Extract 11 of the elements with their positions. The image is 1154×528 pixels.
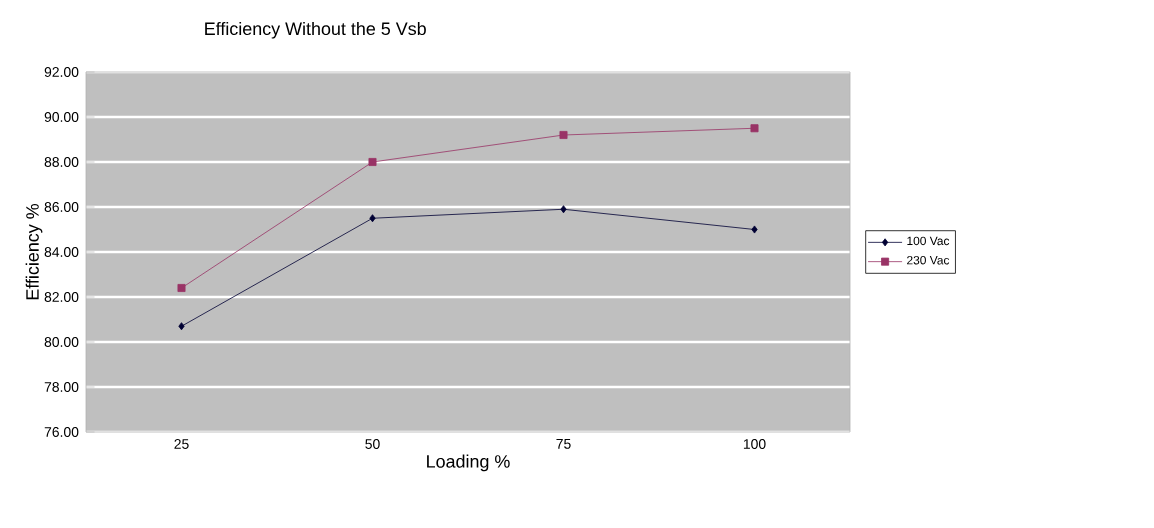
point bbox=[559, 131, 568, 139]
point bbox=[750, 124, 759, 133]
y-axis-title: Efficiency % bbox=[25, 203, 43, 300]
x-axis-title: Loading % bbox=[427, 454, 510, 472]
point bbox=[368, 158, 377, 166]
point bbox=[560, 205, 567, 214]
point bbox=[177, 284, 186, 292]
point bbox=[178, 322, 185, 331]
point bbox=[751, 225, 758, 234]
chart-title: Efficiency Without the 5 Vsb bbox=[205, 21, 426, 39]
point bbox=[369, 214, 376, 223]
